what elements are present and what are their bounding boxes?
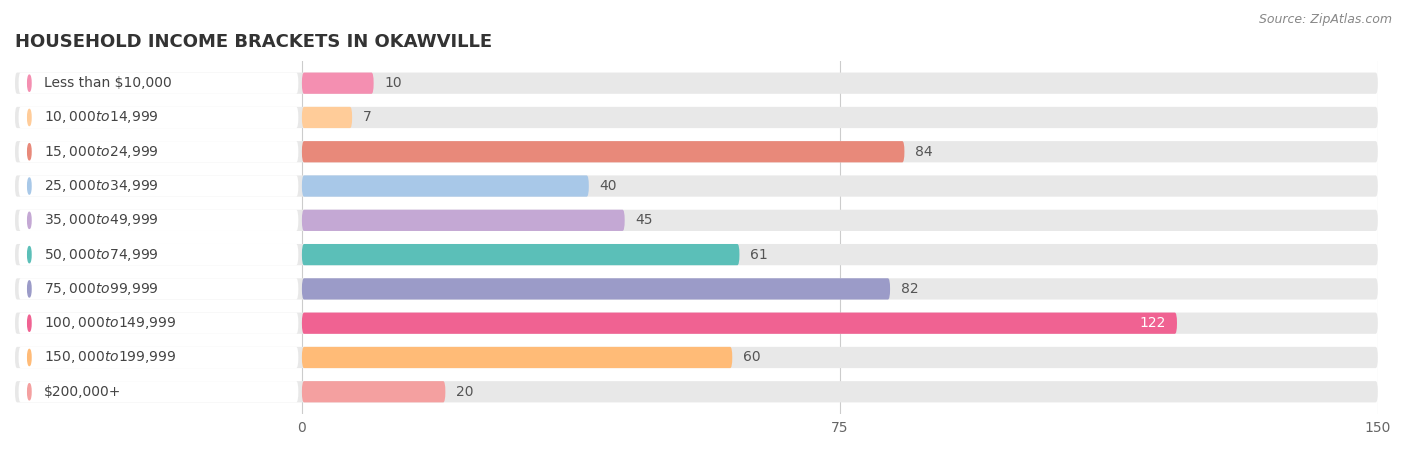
Text: $50,000 to $74,999: $50,000 to $74,999 xyxy=(44,247,159,263)
Text: $100,000 to $149,999: $100,000 to $149,999 xyxy=(44,315,176,331)
Circle shape xyxy=(28,247,31,263)
Text: 10: 10 xyxy=(384,76,402,90)
Text: $10,000 to $14,999: $10,000 to $14,999 xyxy=(44,109,159,126)
Text: 61: 61 xyxy=(751,248,768,261)
FancyBboxPatch shape xyxy=(302,244,740,265)
Text: $25,000 to $34,999: $25,000 to $34,999 xyxy=(44,178,159,194)
FancyBboxPatch shape xyxy=(18,210,298,231)
FancyBboxPatch shape xyxy=(302,141,904,162)
FancyBboxPatch shape xyxy=(302,176,589,197)
FancyBboxPatch shape xyxy=(18,72,298,94)
Text: 122: 122 xyxy=(1140,316,1166,330)
Text: 45: 45 xyxy=(636,213,652,227)
Text: $200,000+: $200,000+ xyxy=(44,385,121,399)
FancyBboxPatch shape xyxy=(302,381,446,402)
FancyBboxPatch shape xyxy=(15,72,1378,94)
FancyBboxPatch shape xyxy=(302,347,733,368)
FancyBboxPatch shape xyxy=(302,210,624,231)
Circle shape xyxy=(28,281,31,297)
Text: 60: 60 xyxy=(742,351,761,364)
Text: 20: 20 xyxy=(456,385,474,399)
Text: $15,000 to $24,999: $15,000 to $24,999 xyxy=(44,144,159,160)
FancyBboxPatch shape xyxy=(15,176,1378,197)
Circle shape xyxy=(28,109,31,126)
Circle shape xyxy=(28,212,31,229)
Circle shape xyxy=(28,349,31,365)
FancyBboxPatch shape xyxy=(15,210,1378,231)
Text: 84: 84 xyxy=(915,145,932,159)
Circle shape xyxy=(28,75,31,91)
Text: HOUSEHOLD INCOME BRACKETS IN OKAWVILLE: HOUSEHOLD INCOME BRACKETS IN OKAWVILLE xyxy=(15,33,492,51)
FancyBboxPatch shape xyxy=(15,313,1378,334)
FancyBboxPatch shape xyxy=(15,141,1378,162)
Circle shape xyxy=(28,178,31,194)
FancyBboxPatch shape xyxy=(15,381,1378,402)
Text: Source: ZipAtlas.com: Source: ZipAtlas.com xyxy=(1258,14,1392,27)
Circle shape xyxy=(28,144,31,160)
FancyBboxPatch shape xyxy=(18,278,298,300)
FancyBboxPatch shape xyxy=(18,347,298,368)
Text: $75,000 to $99,999: $75,000 to $99,999 xyxy=(44,281,159,297)
FancyBboxPatch shape xyxy=(15,244,1378,265)
FancyBboxPatch shape xyxy=(15,278,1378,300)
FancyBboxPatch shape xyxy=(302,278,890,300)
FancyBboxPatch shape xyxy=(18,107,298,128)
FancyBboxPatch shape xyxy=(18,176,298,197)
Text: 40: 40 xyxy=(599,179,617,193)
FancyBboxPatch shape xyxy=(18,381,298,402)
Text: $150,000 to $199,999: $150,000 to $199,999 xyxy=(44,350,176,365)
Circle shape xyxy=(28,315,31,331)
FancyBboxPatch shape xyxy=(302,313,1177,334)
Text: 82: 82 xyxy=(901,282,918,296)
Text: 7: 7 xyxy=(363,110,371,125)
FancyBboxPatch shape xyxy=(18,313,298,334)
FancyBboxPatch shape xyxy=(18,244,298,265)
FancyBboxPatch shape xyxy=(302,72,374,94)
FancyBboxPatch shape xyxy=(302,107,352,128)
Text: Less than $10,000: Less than $10,000 xyxy=(44,76,172,90)
Text: $35,000 to $49,999: $35,000 to $49,999 xyxy=(44,212,159,228)
FancyBboxPatch shape xyxy=(15,347,1378,368)
Circle shape xyxy=(28,384,31,400)
FancyBboxPatch shape xyxy=(15,107,1378,128)
FancyBboxPatch shape xyxy=(18,141,298,162)
